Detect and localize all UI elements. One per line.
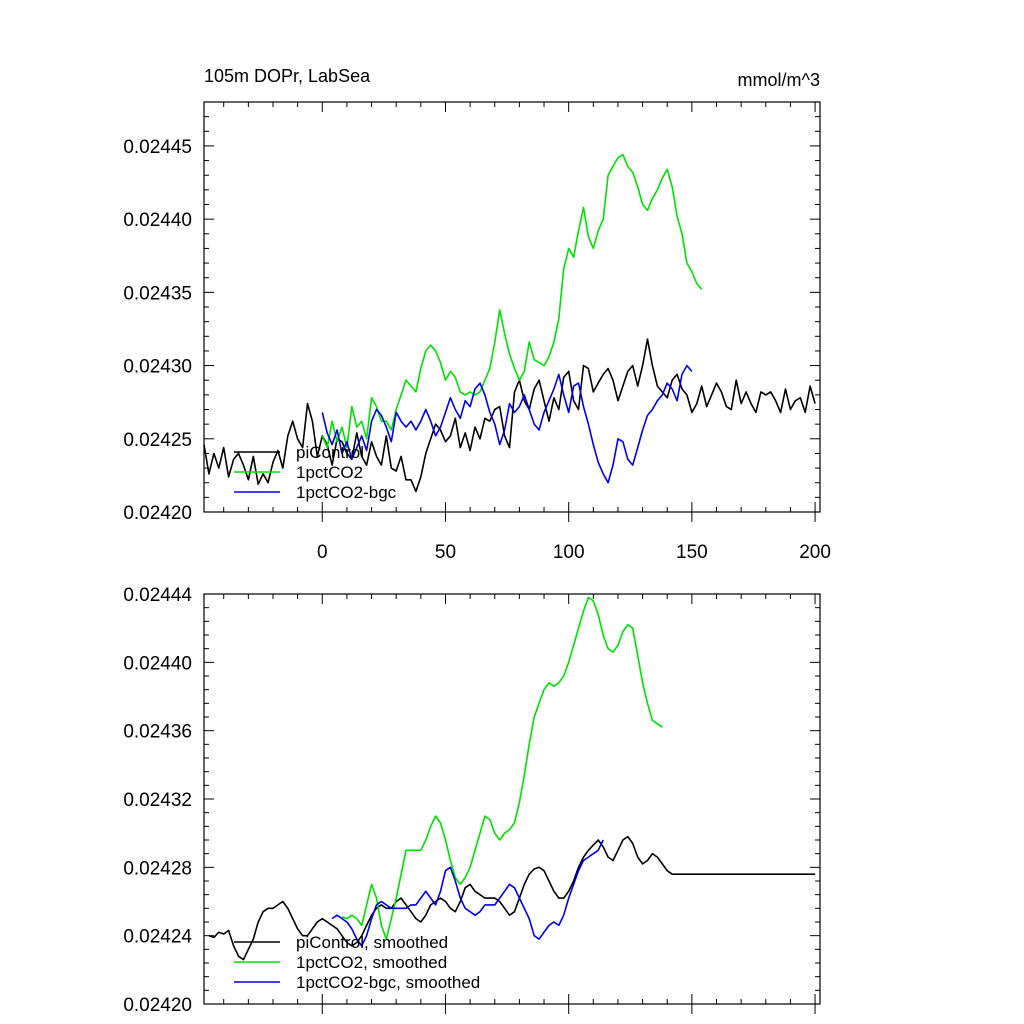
legend-label: 1pctCO2-bgc, smoothed bbox=[296, 973, 480, 992]
x-tick-label: 0 bbox=[317, 542, 328, 563]
legend-label: 1pctCO2 bbox=[296, 463, 363, 482]
bottom-axis-ticks: 0.02420 0.02424 0.02428 0.02432 0.02436 0.024… bbox=[123, 585, 820, 1016]
y-tick-label: 0.02436 bbox=[123, 722, 192, 743]
top-plot-frame bbox=[203, 101, 821, 513]
y-tick-label: 0.02445 bbox=[123, 137, 192, 158]
bottom-plot-frame bbox=[203, 593, 821, 1005]
series-line-1pctco2-smoothed bbox=[341, 596, 663, 940]
y-tick-label: 0.02428 bbox=[123, 858, 192, 879]
series-line-1pctco2-bgc-smoothed bbox=[331, 839, 604, 947]
y-tick-label: 0.02444 bbox=[123, 585, 192, 606]
y-tick-label: 0.02420 bbox=[123, 503, 192, 524]
top-panel: 105m DOPr, LabSea mmol/m^3 0.024200.0242… bbox=[123, 66, 831, 563]
legend-label: 1pctCO2-bgc bbox=[296, 483, 397, 502]
y-tick-label: 0.02432 bbox=[123, 790, 192, 811]
x-tick-label: 100 bbox=[553, 542, 585, 563]
top-axis-ticks: 0.02420 0.02425 0.02430 0.02435 0.02440 0.024… bbox=[123, 102, 831, 563]
chart-title: 105m DOPr, LabSea bbox=[204, 66, 371, 86]
chart-units: mmol/m^3 bbox=[738, 70, 820, 90]
series-line-picontrol bbox=[203, 338, 816, 493]
y-tick-label: 0.02420 bbox=[123, 995, 192, 1016]
y-tick-label: 0.02430 bbox=[123, 357, 192, 378]
y-tick-label: 0.02435 bbox=[123, 283, 192, 304]
series-line-picontrol-smoothed bbox=[208, 835, 816, 961]
y-tick-label: 0.02440 bbox=[123, 653, 192, 674]
y-tick-label: 0.02425 bbox=[123, 430, 192, 451]
x-tick-label: 150 bbox=[676, 542, 708, 563]
y-tick-label: 0.02440 bbox=[123, 210, 192, 231]
legend-label: piControl, smoothed bbox=[296, 933, 448, 952]
x-tick-label: 50 bbox=[435, 542, 456, 563]
x-tick-label: 200 bbox=[799, 542, 831, 563]
y-tick-label: 0.02424 bbox=[123, 927, 192, 948]
bottom-panel: 0.02420 0.02424 0.02428 0.02432 0.02436 0.024… bbox=[123, 585, 821, 1016]
top-series-group bbox=[203, 153, 816, 493]
legend-label: piControl bbox=[296, 443, 364, 462]
bottom-series-group bbox=[208, 596, 816, 961]
legend-label: 1pctCO2, smoothed bbox=[296, 953, 447, 972]
series-line-1pctco2-bgc bbox=[321, 364, 693, 484]
series-line-1pctco2 bbox=[321, 153, 703, 449]
